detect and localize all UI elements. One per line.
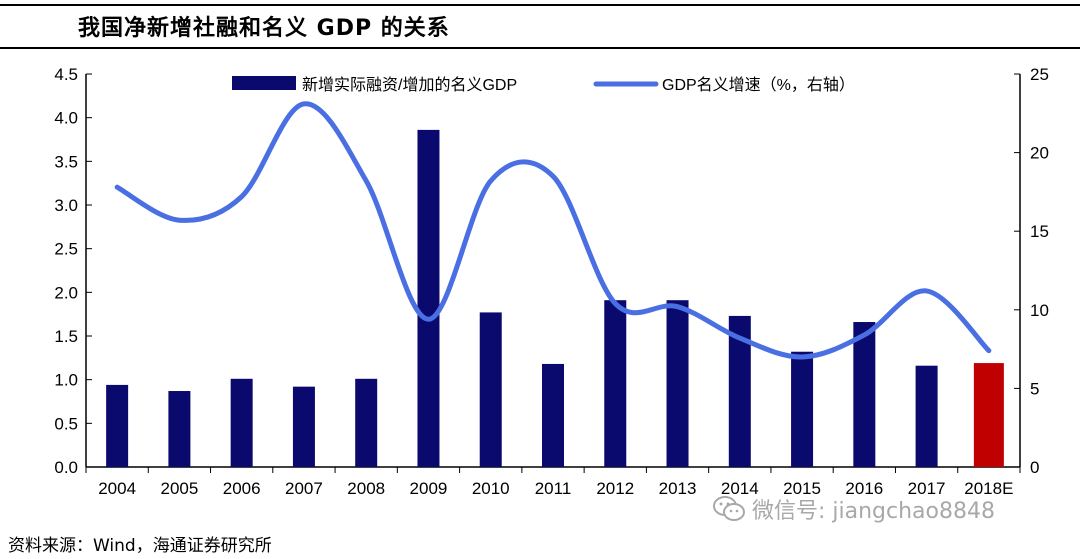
watermark-text: 微信号: jiangchao8848 [752, 499, 995, 524]
chart-title: 我国净新增社融和名义 GDP 的关系 [78, 16, 450, 41]
legend-swatch-bar [232, 76, 296, 90]
bar [292, 386, 315, 467]
x-tick-label: 2017 [908, 479, 946, 498]
legend-label-line: GDP名义增速（%，右轴） [662, 76, 855, 94]
watermark: 微信号: jiangchao8848 [712, 494, 995, 524]
x-tick-label: 2010 [472, 479, 510, 498]
x-tick-label: 2007 [285, 479, 323, 498]
title-bottom-rule [0, 47, 1080, 49]
x-tick-label: 2013 [659, 479, 697, 498]
x-tick-label: 2005 [160, 479, 198, 498]
title-bar: 我国净新增社融和名义 GDP 的关系 [0, 0, 1080, 50]
bar [604, 300, 627, 467]
bar [915, 365, 938, 467]
x-tick-label: 2014 [721, 479, 759, 498]
bar-estimate [973, 363, 1004, 467]
x-tick-label: 2004 [98, 479, 136, 498]
bar [479, 312, 502, 467]
left-tick-label: 4.0 [54, 109, 78, 128]
x-tick-label: 2011 [535, 479, 572, 498]
bar [666, 300, 689, 467]
left-tick-label: 3.5 [54, 152, 78, 171]
bar [853, 322, 876, 467]
left-tick-label: 1.0 [54, 371, 78, 390]
wechat-icon [713, 496, 745, 521]
bar [168, 391, 191, 467]
right-tick-label: 5 [1030, 379, 1039, 398]
right-tick-label: 20 [1030, 144, 1049, 163]
chart: 0.0 0.5 1.0 1.5 2.0 2.5 3.0 3.5 4.0 4.5 0 5 10 15 20 25… [54, 65, 1049, 498]
series-line-gdp-growth [114, 101, 992, 360]
bar [355, 378, 378, 467]
x-tick-label: 2009 [410, 479, 448, 498]
left-tick-label: 0.0 [54, 458, 78, 477]
bar [230, 378, 253, 467]
bar [106, 384, 129, 467]
x-tick-label: 2012 [596, 479, 634, 498]
bar [791, 351, 814, 467]
x-tick-label: 2006 [223, 479, 261, 498]
left-tick-label: 2.5 [54, 240, 78, 259]
x-tick-label: 2008 [347, 479, 385, 498]
source-note: 资料来源：Wind，海通证券研究所 [8, 536, 272, 556]
left-tick-label: 2.0 [54, 283, 78, 302]
right-tick-label: 15 [1030, 222, 1049, 241]
x-tick-label: 2016 [845, 479, 883, 498]
x-tick-label: 2015 [783, 479, 821, 498]
bar [417, 129, 440, 467]
right-tick-label: 10 [1030, 301, 1049, 320]
bar [542, 363, 564, 467]
right-tick-label: 0 [1030, 458, 1039, 477]
legend-label-bar: 新增实际融资/增加的名义GDP [302, 76, 517, 94]
bar [728, 315, 751, 467]
x-tick-label: 2018E [964, 479, 1013, 498]
left-tick-label: 3.0 [54, 196, 78, 215]
left-tick-label: 0.5 [54, 414, 78, 433]
left-tick-label: 1.5 [54, 327, 78, 346]
left-tick-label: 4.5 [54, 65, 78, 84]
title-top-rule [0, 4, 1080, 6]
right-tick-label: 25 [1030, 65, 1049, 84]
